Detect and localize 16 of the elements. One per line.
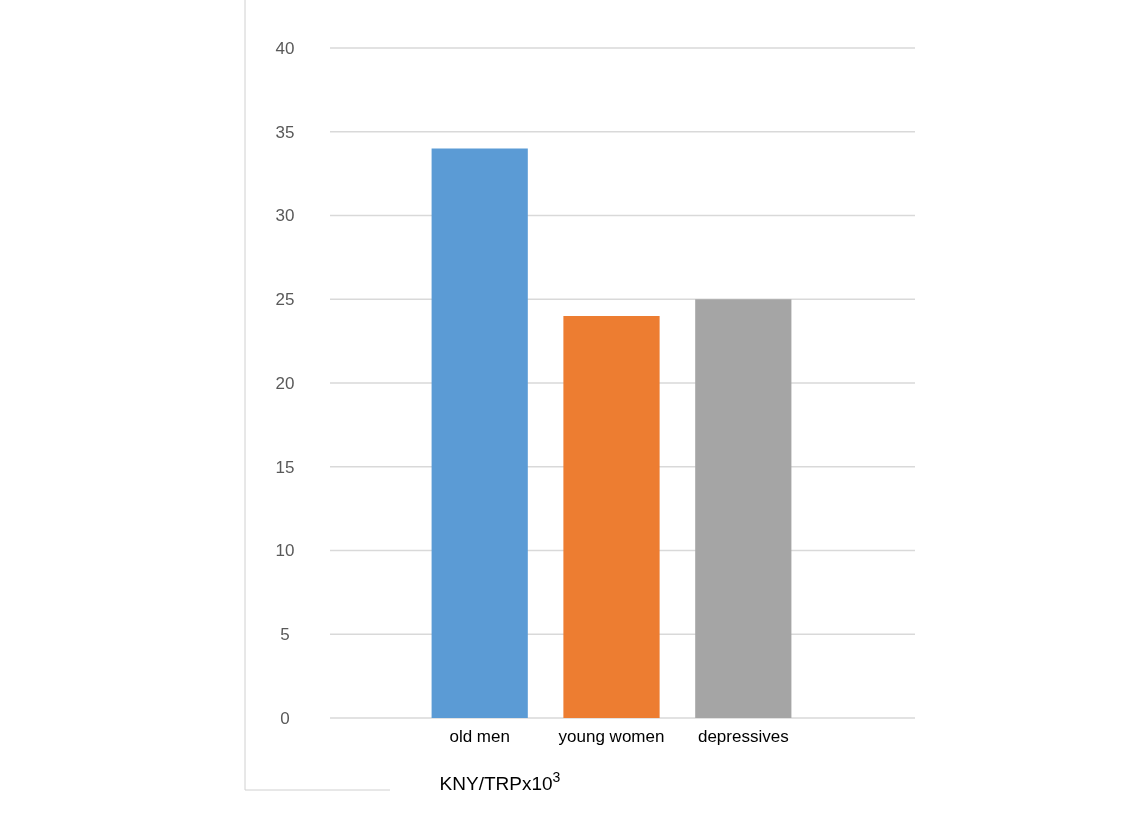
y-tick-label: 35 xyxy=(275,122,295,142)
bar xyxy=(563,316,660,718)
y-tick-label: 5 xyxy=(280,625,290,645)
x-tick-label: old men xyxy=(449,727,510,746)
y-tick-label: 40 xyxy=(275,38,295,58)
x-tick-label: young women xyxy=(558,727,665,746)
y-tick-label: 20 xyxy=(275,373,295,393)
bar xyxy=(695,299,792,718)
y-tick-label: 30 xyxy=(275,206,295,226)
x-axis-title: KNY/TRPx10$^{3}$ xyxy=(439,769,561,794)
y-tick-label: 0 xyxy=(280,708,290,728)
y-tick-label: 10 xyxy=(275,541,295,561)
bar xyxy=(431,148,528,718)
y-tick-label: 15 xyxy=(275,457,295,477)
y-tick-label: 25 xyxy=(275,290,295,310)
x-tick-label: depressives xyxy=(697,727,789,746)
